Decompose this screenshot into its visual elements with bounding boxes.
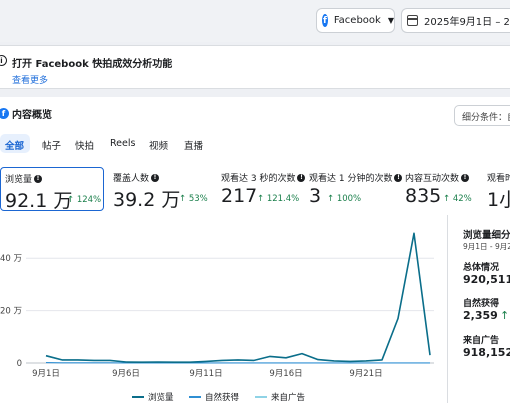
tab-all[interactable]: 全部: [0, 134, 31, 153]
x-tick-label: 9月1日: [32, 369, 60, 379]
metric-value: 835: [405, 185, 442, 207]
caret-down-icon: ▼: [387, 16, 394, 25]
tab-posts[interactable]: 帖子: [42, 141, 62, 152]
see-more-link[interactable]: 查看更多: [12, 76, 49, 86]
views-breakdown-panel: 浏览量细分 9月1日 - 9月25 总体情况 920,511 自然获得 2,35…: [447, 215, 510, 403]
metric-label: 观看达 3 秒的次数: [221, 174, 296, 184]
y-tick-label: 40 万: [0, 254, 22, 264]
info-icon[interactable]: !: [297, 173, 306, 182]
organic-value: 2,359: [463, 309, 498, 322]
metric-value: 39.2 万: [113, 189, 181, 211]
calendar-icon: [407, 15, 418, 26]
x-tick-label: 9月21日: [349, 369, 382, 379]
info-icon[interactable]: !: [151, 173, 160, 182]
x-tick-label: 9月11日: [189, 369, 222, 379]
date-range-picker[interactable]: 2025年9月1日 – 2025年: [401, 8, 510, 33]
metric-reach[interactable]: 覆盖人数! 39.2 万 ↑ 53%: [109, 167, 215, 211]
metric-views[interactable]: 浏览量! 92.1 万 ↑ 124%: [0, 167, 104, 212]
platform-selector[interactable]: f Facebook ▼: [316, 8, 395, 33]
panel-date: 9月1日 - 9月25: [463, 242, 510, 251]
legend-swatch: [255, 396, 267, 398]
metric-3s-views[interactable]: 观看达 3 秒的次数! 217 ↑ 121.4%: [217, 167, 306, 211]
metric-value: 3: [309, 185, 322, 207]
breakdown-filter-dropdown[interactable]: 细分条件：自: [454, 105, 510, 126]
metric-change: ↑ 42%: [443, 194, 472, 204]
metric-1min-views[interactable]: 观看达 1 分钟的次数! 3 ↑ 100%: [305, 167, 403, 211]
metric-value: 92.1 万: [5, 190, 73, 212]
legend-label: 自然获得: [205, 393, 240, 403]
metric-change: ↑ 100%: [327, 194, 362, 204]
metric-engagements[interactable]: 内容互动次数! 835 ↑ 42%: [401, 167, 483, 211]
facebook-icon: f: [0, 108, 9, 119]
total-label: 总体情况: [463, 263, 500, 273]
tab-reels[interactable]: Reels: [110, 138, 136, 149]
organic-change: ↑: [500, 309, 510, 322]
series-line-0: [45, 232, 431, 363]
top-toolbar: f Facebook ▼ 2025年9月1日 – 2025年: [0, 0, 510, 42]
card-header: f 内容概览: [0, 106, 52, 121]
stories-insights-banner: i 打开 Facebook 快拍成效分析功能 查看更多: [0, 45, 510, 89]
metric-label: 内容互动次数: [405, 174, 460, 184]
legend-label: 浏览量: [148, 393, 174, 403]
panel-title: 浏览量细分: [463, 230, 510, 241]
metric-change: ↑ 124%: [67, 195, 102, 205]
metric-value: 217: [221, 185, 258, 207]
chart-svg: 0 20 万 40 万 9月1日 9月6日 9月11日 9月16日 9月21日: [0, 232, 434, 379]
legend-label: 来自广告: [271, 393, 306, 403]
metric-label: 覆盖人数: [113, 174, 150, 184]
tab-stories[interactable]: 快拍: [75, 141, 95, 152]
tab-live[interactable]: 直播: [184, 141, 204, 152]
metric-label: 观看时: [487, 174, 510, 184]
ads-value: 918,152: [463, 346, 510, 359]
tab-videos[interactable]: 视频: [149, 141, 169, 152]
legend-item[interactable]: 自然获得: [189, 391, 239, 403]
x-tick-label: 9月16日: [269, 369, 302, 379]
date-range-label: 2025年9月1日 – 2025年: [424, 17, 510, 28]
metric-value: 1小: [487, 189, 510, 211]
metric-watch-time[interactable]: 观看时 1小: [483, 167, 510, 211]
info-icon: i: [0, 55, 7, 66]
x-tick-label: 9月6日: [112, 369, 140, 379]
ads-label: 来自广告: [463, 336, 500, 346]
legend-swatch: [189, 396, 201, 398]
platform-label: Facebook: [333, 15, 381, 26]
legend-item[interactable]: 浏览量: [132, 391, 174, 403]
metric-label: 观看达 1 分钟的次数: [309, 174, 393, 184]
total-value: 920,511: [463, 273, 510, 286]
card-title: 内容概览: [12, 110, 52, 121]
info-icon[interactable]: !: [461, 173, 470, 182]
legend-item[interactable]: 来自广告: [255, 391, 305, 403]
legend-swatch: [132, 396, 144, 398]
views-line-chart: 0 20 万 40 万 9月1日 9月6日 9月11日 9月16日 9月21日 浏览量 自然获…: [0, 215, 447, 403]
y-tick-label: 0: [17, 359, 22, 369]
info-icon[interactable]: !: [394, 173, 403, 182]
content-overview-card: f 内容概览 细分条件：自 全部 帖子 快拍 Reels 视频 直播 浏览量! …: [0, 97, 510, 403]
metric-label: 浏览量: [5, 175, 33, 185]
facebook-icon: f: [322, 14, 328, 27]
info-icon[interactable]: !: [34, 174, 43, 183]
series-line-2: [45, 232, 431, 363]
organic-label: 自然获得: [463, 299, 500, 309]
metric-change: ↑ 53%: [179, 194, 208, 204]
metric-change: ↑ 121.4%: [257, 194, 300, 204]
banner-title: 打开 Facebook 快拍成效分析功能: [12, 59, 173, 70]
y-tick-label: 20 万: [0, 307, 22, 317]
